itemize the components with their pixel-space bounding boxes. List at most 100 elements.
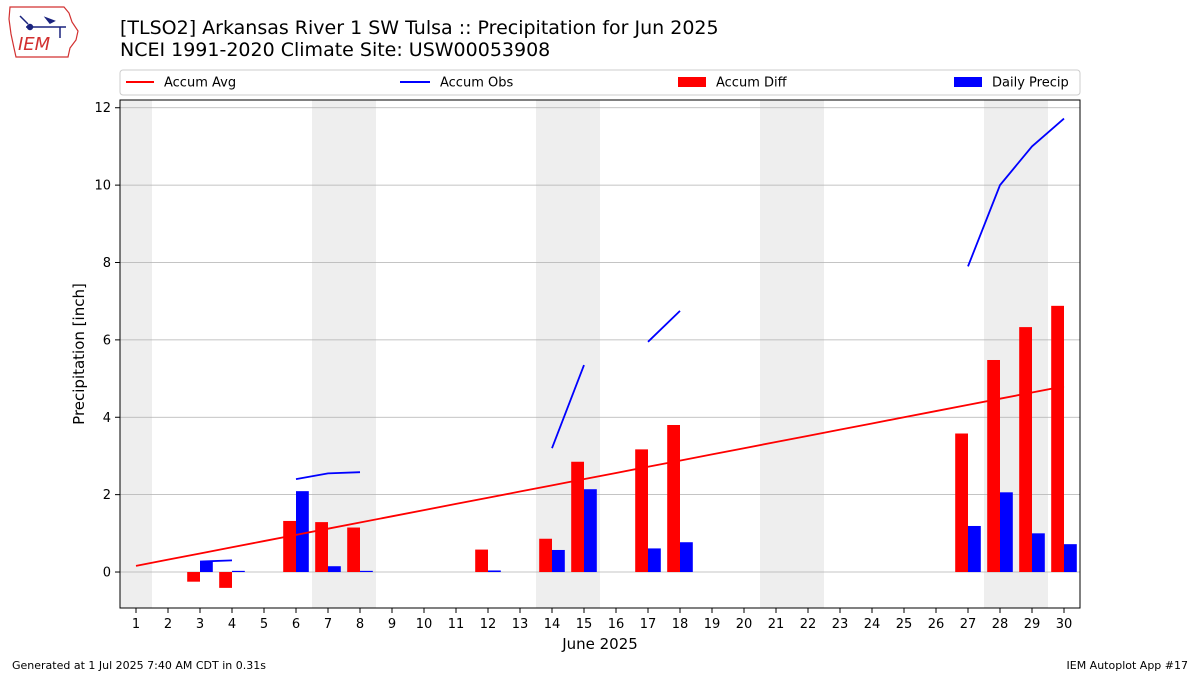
daily-precip-bar-day-29 [1032, 533, 1045, 573]
x-tick-label-25: 25 [896, 617, 913, 632]
lines [135, 117, 1065, 567]
x-tick-label-26: 26 [928, 617, 945, 632]
accum-diff-bar-day-6 [283, 520, 296, 573]
x-tick-label-27: 27 [960, 617, 977, 632]
x-axis-ticks: 1 2 3 4 5 6 7 8 9 10 11 12 13 14 15 16 17 18 19 20 21 22 23 24 2… [132, 608, 1072, 632]
accum-diff-bar-day-18 [667, 424, 680, 573]
daily-precip-bar-day-3 [200, 561, 213, 573]
weekend-band-day-1 [120, 100, 152, 608]
x-tick-label-9: 9 [388, 617, 396, 632]
bars [187, 305, 1077, 588]
x-tick-label-11: 11 [448, 617, 465, 632]
weekend-band-day-22 [792, 100, 824, 608]
iowa-state-outline-icon [8, 6, 79, 58]
y-tick-label-10: 10 [94, 179, 111, 194]
x-tick-label-5: 5 [260, 617, 268, 632]
weekend-band-day-21 [760, 100, 792, 608]
accum-diff-bar-day-30 [1051, 305, 1064, 573]
accum-diff-bar-day-15 [571, 461, 584, 573]
gridlines [120, 107, 1080, 573]
x-tick-label-20: 20 [736, 617, 753, 632]
x-tick-label-24: 24 [864, 617, 881, 632]
accum-diff-bar-day-12 [475, 549, 488, 573]
x-tick-label-8: 8 [356, 617, 364, 632]
x-tick-label-17: 17 [640, 617, 657, 632]
x-tick-label-1: 1 [132, 617, 140, 632]
x-tick-label-23: 23 [832, 617, 849, 632]
accum-avg-line-segment-0 [135, 385, 1065, 567]
x-tick-label-14: 14 [544, 617, 561, 632]
accum-diff-bar-day-7 [315, 522, 328, 573]
x-tick-label-6: 6 [292, 617, 300, 632]
accum-diff-bar-day-28 [987, 359, 1000, 573]
daily-precip-bar-day-4 [232, 570, 245, 573]
y-tick-label-12: 12 [94, 101, 111, 116]
accum-diff-bar-day-4 [219, 572, 232, 588]
accum-diff-bar-day-29 [1019, 327, 1032, 573]
daily-precip-bar-day-27 [968, 525, 981, 573]
y-axis-ticks: 0 2 4 6 8 10 12 [94, 101, 120, 581]
daily-precip-bar-day-8 [360, 570, 373, 573]
y-axis-label: Precipitation [inch] [70, 283, 88, 425]
x-tick-label-15: 15 [576, 617, 593, 632]
legend-label-daily-precip: Daily Precip [992, 76, 1069, 91]
daily-precip-bar-day-17 [648, 548, 661, 573]
legend-frame [119, 69, 1081, 96]
legend-swatch-daily-precip [954, 77, 982, 87]
generated-timestamp: Generated at 1 Jul 2025 7:40 AM CDT in 0… [12, 659, 266, 672]
x-tick-label-19: 19 [704, 617, 721, 632]
x-tick-label-2: 2 [164, 617, 172, 632]
legend-label-accum-diff: Accum Diff [716, 76, 788, 91]
daily-precip-bar-day-6 [296, 491, 309, 573]
app-credit: IEM Autoplot App #17 [1066, 659, 1189, 672]
x-tick-label-28: 28 [992, 617, 1009, 632]
logo-text: IEM [18, 34, 51, 55]
plot-frame [119, 99, 1081, 609]
x-tick-label-16: 16 [608, 617, 625, 632]
x-tick-label-3: 3 [196, 617, 204, 632]
x-tick-label-29: 29 [1024, 617, 1041, 632]
legend-label-accum-avg: Accum Avg [164, 76, 236, 91]
daily-precip-bar-day-18 [680, 542, 693, 573]
accum-diff-bar-day-27 [955, 433, 968, 573]
x-tick-label-7: 7 [324, 617, 332, 632]
x-tick-label-13: 13 [512, 617, 529, 632]
daily-precip-bar-day-12 [488, 570, 501, 573]
x-tick-label-10: 10 [416, 617, 433, 632]
daily-precip-bar-day-14 [552, 549, 565, 573]
accum-diff-bar-day-14 [539, 538, 552, 573]
accum-obs-line-segment-3 [647, 310, 681, 343]
accum-diff-bar-day-8 [347, 527, 360, 573]
accum-diff-bar-day-3 [187, 572, 200, 582]
x-tick-label-18: 18 [672, 617, 689, 632]
accum-obs-line-segment-0 [199, 559, 233, 563]
iem-logo: IEM [8, 6, 79, 58]
daily-precip-bar-day-30 [1064, 544, 1077, 573]
legend-swatch-accum-diff [678, 77, 706, 87]
weekend-band-day-14 [536, 100, 568, 608]
chart-title: [TLSO2] Arkansas River 1 SW Tulsa :: Pre… [120, 17, 719, 39]
x-tick-label-22: 22 [800, 617, 817, 632]
y-tick-label-8: 8 [103, 256, 111, 271]
x-tick-label-4: 4 [228, 617, 236, 632]
accum-obs-line-segment-2 [551, 364, 585, 449]
y-tick-label-4: 4 [103, 411, 111, 426]
y-tick-label-6: 6 [103, 333, 111, 348]
accum-obs-line-segment-1 [295, 471, 361, 481]
x-tick-label-21: 21 [768, 617, 785, 632]
daily-precip-bar-day-28 [1000, 492, 1013, 573]
legend-label-accum-obs: Accum Obs [440, 76, 513, 91]
weather-station-icon [19, 15, 66, 38]
accum-obs-line-segment-4 [967, 117, 1065, 267]
daily-precip-bar-day-7 [328, 566, 341, 573]
chart-subtitle: NCEI 1991-2020 Climate Site: USW00053908 [120, 39, 551, 61]
x-tick-label-12: 12 [480, 617, 497, 632]
accum-diff-bar-day-17 [635, 449, 648, 573]
x-tick-label-30: 30 [1056, 617, 1073, 632]
y-tick-label-2: 2 [103, 488, 111, 503]
legend: Accum Avg Accum Obs Accum Diff Daily Pre… [119, 69, 1081, 96]
x-axis-label: June 2025 [561, 635, 638, 653]
y-tick-label-0: 0 [103, 566, 111, 581]
daily-precip-bar-day-15 [584, 489, 597, 573]
